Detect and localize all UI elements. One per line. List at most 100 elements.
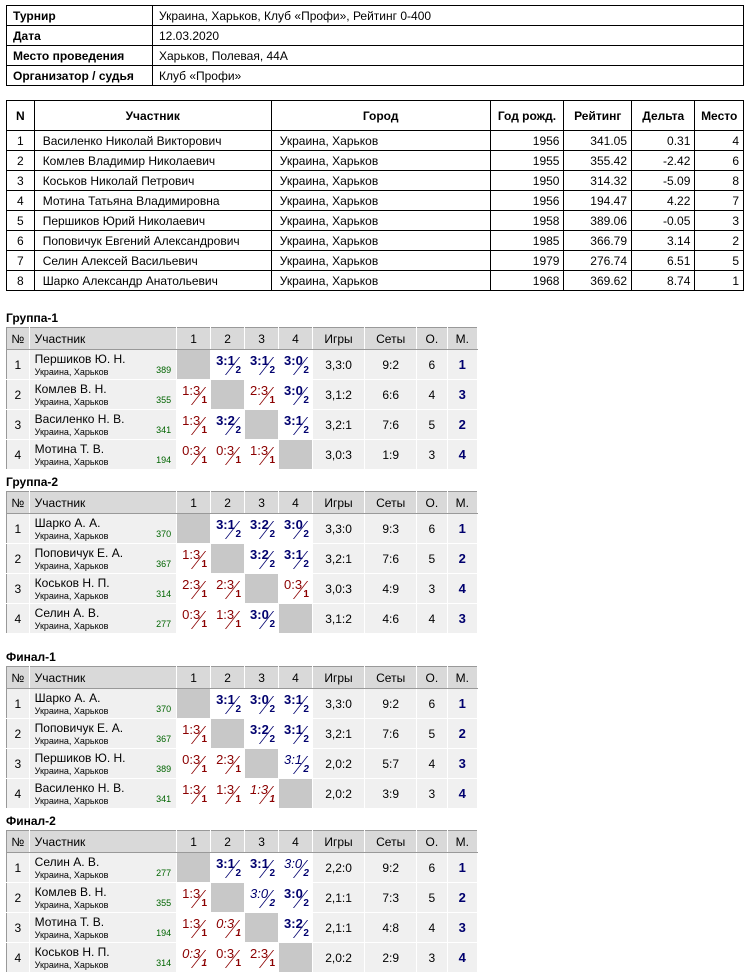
points-cell: 4 [416, 912, 448, 943]
participant-cell: 276.74 [563, 250, 632, 271]
match-points: 1 [201, 619, 208, 630]
group-header: О. [416, 830, 448, 853]
match-points: 2 [269, 898, 276, 909]
player-rating: 370 [156, 704, 172, 714]
sets-cell: 4:9 [364, 573, 418, 604]
player-rating: 367 [156, 559, 172, 569]
match-score-cell: 3:1 2 [210, 688, 255, 719]
diagonal-cell [210, 718, 246, 749]
match-score-cell: 3:0 2 [278, 379, 323, 410]
participant-cell: 369.62 [563, 270, 632, 291]
diagonal-cell [244, 748, 280, 779]
sets-cell: 5:7 [364, 748, 418, 779]
group-row: 4 Селин А. В. Украина, Харьков 277 0:3 1… [6, 603, 479, 634]
group-header: М. [447, 327, 479, 350]
sets-cell: 1:9 [364, 439, 418, 470]
points-cell: 6 [416, 688, 448, 719]
player-cell: Мотина Т. В. Украина, Харьков 194 [29, 439, 178, 470]
match-points: 2 [235, 425, 242, 436]
points-cell: 5 [416, 882, 448, 913]
player-city: Украина, Харьков [34, 531, 109, 541]
group-table: № Участник 1 2 3 4 Игры Сеты О. М. 1 Селин А. В. … [6, 830, 479, 973]
participant-cell: 366.79 [563, 230, 632, 251]
match-score-cell: 3:1 2 [278, 748, 323, 779]
games-cell: 3,2:1 [312, 718, 366, 749]
participant-cell: Украина, Харьков [270, 130, 491, 151]
participant-cell: 3 [694, 210, 744, 231]
participant-cell: 1979 [489, 250, 565, 271]
group-header: Сеты [364, 491, 418, 514]
match-points: 1 [235, 619, 242, 630]
diagonal-cell [210, 543, 246, 574]
match-points: 2 [303, 898, 309, 909]
participant-cell: Шарко Александр Анатольевич [33, 270, 272, 291]
group-header: № [6, 327, 30, 350]
group-row: 2 Комлев В. Н. Украина, Харьков 355 1:3 … [6, 379, 479, 410]
row-number: 1 [6, 513, 30, 544]
match-score: 3:1 [216, 856, 235, 871]
group-header: 4 [278, 491, 313, 514]
match-score-cell: 1:3 1 [210, 778, 255, 809]
player-city: Украина, Харьков [34, 621, 109, 631]
row-number: 4 [6, 778, 30, 809]
row-number: 2 [6, 379, 30, 410]
participant-cell: 4 [694, 130, 744, 151]
match-score-cell: 1:3 1 [244, 778, 289, 809]
participant-row: 3 Коськов Николай Петрович Украина, Харько… [6, 170, 744, 191]
games-cell: 2,0:2 [312, 748, 366, 779]
group-row: 1 Шарко А. А. Украина, Харьков 370 3:1 2… [6, 688, 479, 719]
match-score-cell: 0:3 1 [210, 942, 255, 973]
row-number: 4 [6, 439, 30, 470]
match-score-cell: 1:3 1 [176, 543, 221, 574]
participant-row: 1 Василенко Николай Викторович Украина, Ха… [6, 130, 744, 151]
match-points: 2 [303, 365, 309, 376]
player-rating: 194 [156, 928, 172, 938]
participant-cell: 1 [6, 130, 35, 151]
match-points: 2 [303, 764, 309, 775]
player-cell: Шарко А. А. Украина, Харьков 370 [29, 688, 178, 719]
participant-cell: Мотина Татьяна Владимировна [33, 190, 272, 211]
sets-cell: 7:3 [364, 882, 418, 913]
diagonal-cell [244, 912, 280, 943]
match-score: 0:3 [182, 607, 201, 622]
match-points: 1 [201, 559, 208, 570]
diagonal-cell [176, 513, 212, 544]
match-score: 3:1 [250, 353, 269, 368]
games-cell: 3,3:0 [312, 349, 366, 380]
match-score: 3:0 [250, 886, 269, 901]
match-score-cell: 1:3 1 [244, 439, 289, 470]
sets-cell: 9:3 [364, 513, 418, 544]
participant-row: 6 Поповичук Евгений Александрович Украина,… [6, 230, 744, 251]
place-cell: 4 [447, 942, 479, 973]
player-cell: Коськов Н. П. Украина, Харьков 314 [29, 573, 178, 604]
info-row: Турнир Украина, Харьков, Клуб «Профи», Р… [6, 5, 744, 26]
diagonal-cell [176, 688, 212, 719]
participant-cell: Коськов Николай Петрович [33, 170, 272, 191]
player-cell: Селин А. В. Украина, Харьков 277 [29, 852, 178, 883]
place-cell: 2 [447, 409, 479, 440]
row-number: 2 [6, 882, 30, 913]
participant-cell: 4 [6, 190, 35, 211]
participant-cell: 1956 [489, 190, 565, 211]
sets-cell: 3:9 [364, 778, 418, 809]
group-row: 4 Коськов Н. П. Украина, Харьков 314 0:3… [6, 942, 479, 973]
player-name: Поповичук Е. А. [34, 546, 124, 560]
participant-cell: Селин Алексей Васильевич [33, 250, 272, 271]
place-cell: 2 [447, 882, 479, 913]
match-score: 2:3 [250, 946, 269, 961]
diagonal-cell [278, 439, 313, 470]
group-header: 4 [278, 327, 313, 350]
group-header: 1 [176, 327, 212, 350]
match-score: 3:1 [250, 856, 269, 871]
match-points: 1 [235, 455, 242, 466]
match-points: 1 [269, 395, 276, 406]
points-cell: 3 [416, 573, 448, 604]
player-name: Мотина Т. В. [34, 915, 105, 929]
row-number: 1 [6, 349, 30, 380]
match-score-cell: 3:2 2 [244, 513, 289, 544]
participant-cell: 2 [6, 150, 35, 171]
info-row: Место проведения Харьков, Полевая, 44А [6, 45, 744, 66]
match-score-cell: 3:0 2 [278, 349, 323, 380]
participant-cell: 1955 [489, 150, 565, 171]
player-city: Украина, Харьков [34, 930, 109, 940]
